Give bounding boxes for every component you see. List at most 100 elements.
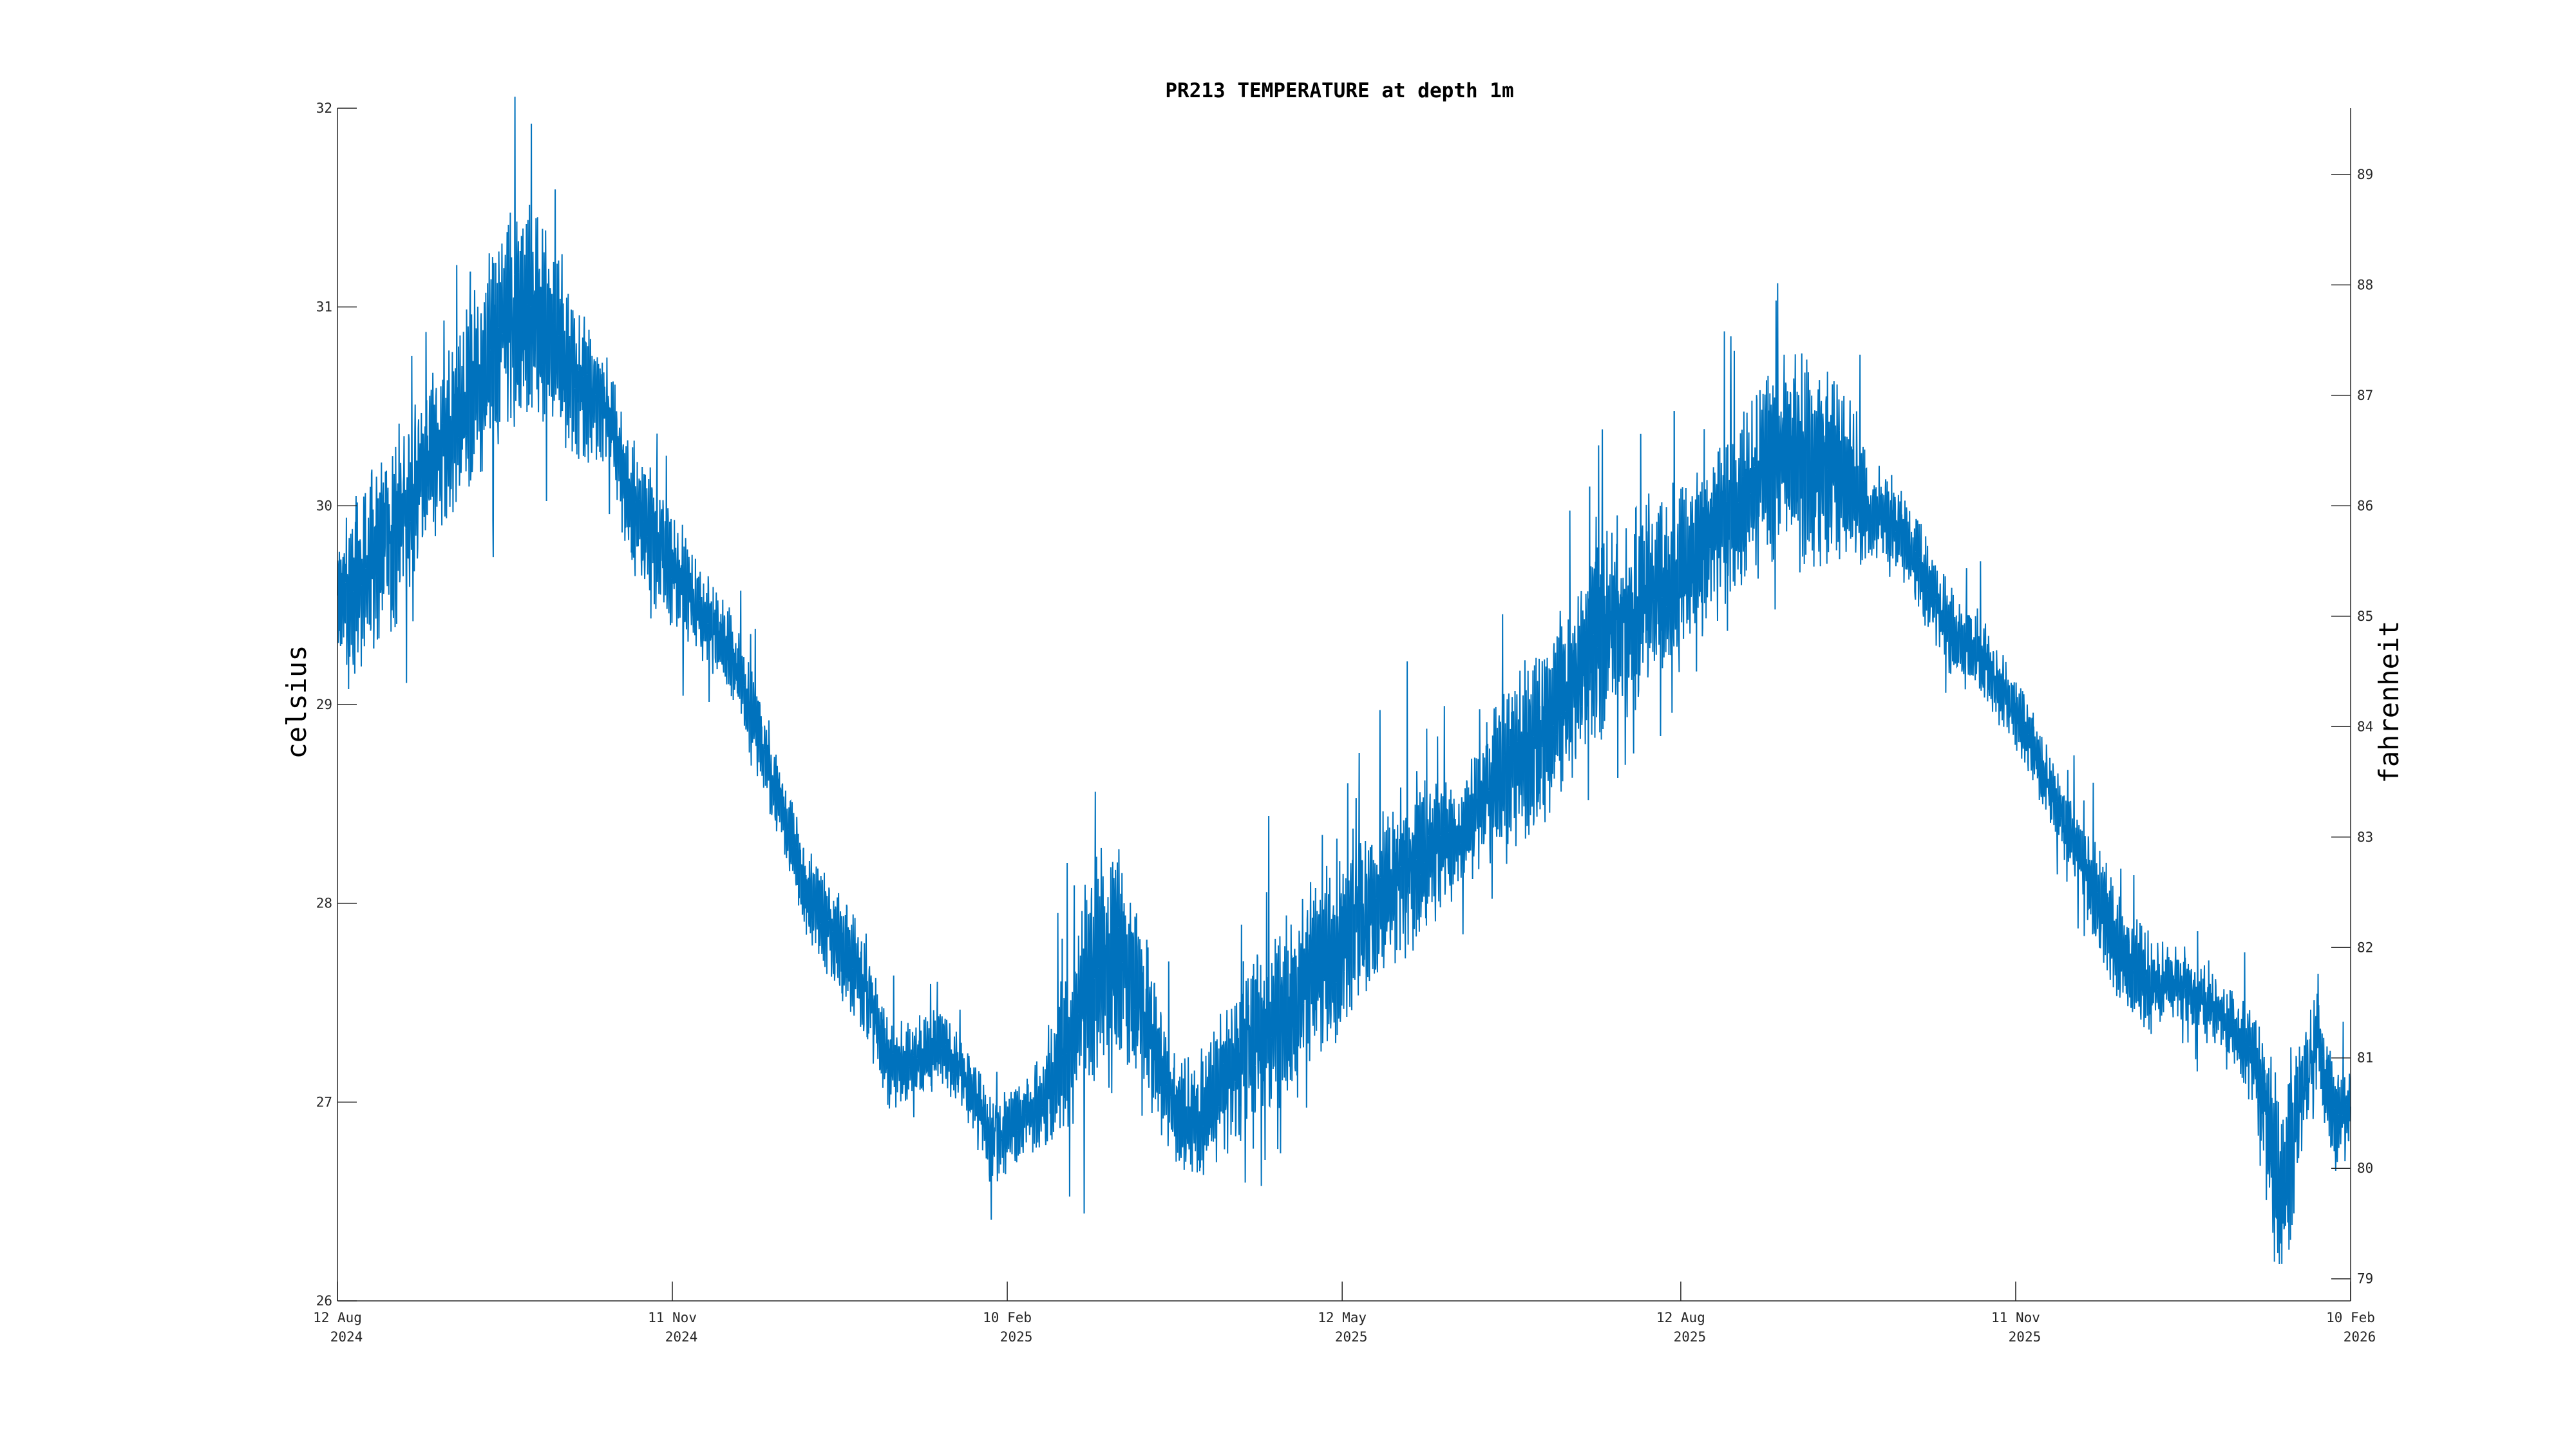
series-line-segment [679,524,685,696]
series-line-segment [1879,486,1884,554]
series-line-segment [1435,736,1441,907]
series-line-segment [659,500,665,595]
series-line-segment [538,229,544,384]
series-line-segment [1645,493,1651,677]
series-line-segment [949,1023,954,1097]
series-line-segment [1222,1010,1228,1150]
series-line-segment [417,412,423,506]
series-line-segment [1094,791,1099,1068]
series-line-segment [768,720,773,815]
series-line-segment [393,446,399,628]
series-line-segment [993,1072,999,1182]
series-line-segment [1472,757,1478,857]
series-line-segment [630,440,636,576]
series-line-segment [1130,931,1135,1056]
series-line-segment [638,466,645,576]
series-line-segment [1814,389,1820,552]
y-tick-label: 32 [316,100,332,116]
series-line-segment [1722,331,1727,604]
series-line-segment [779,783,785,833]
series-line-segment [643,474,649,580]
series-line-segment [558,254,564,417]
series-line-segment [409,355,415,621]
series-line-segment [1327,877,1333,1029]
series-line-segment [1665,507,1671,656]
series-line-segment [2084,836,2090,920]
series-line-segment [2140,925,2146,1028]
y-tick-label: 31 [316,299,332,315]
series-line-segment [2193,931,2199,1072]
series-line-segment [1943,576,1949,693]
series-line-segment [2204,960,2211,1043]
series-line-segment [876,994,882,1071]
series-line-segment [2104,862,2110,971]
series-line-segment [1460,797,1466,934]
series-line-segment [2338,1079,2344,1148]
series-line-segment [1190,1070,1196,1172]
series-line-segment [1866,495,1872,554]
series-line-segment [1218,1014,1224,1124]
series-line-segment [1577,591,1582,739]
series-line-segment [2052,763,2058,832]
series-line-segment [1882,479,1888,554]
series-line-segment [1609,533,1615,693]
series-line-segment [2306,1039,2311,1119]
series-line-segment [2209,974,2215,1037]
series-line-segment [1021,1093,1027,1153]
series-line-segment [1919,524,1925,617]
series-line-segment [2124,927,2130,1007]
series-line-segment [647,467,652,619]
y2-tick-label: 86 [2357,498,2373,513]
series-line-segment [977,1071,983,1151]
series-line-segment [784,790,790,858]
series-line-segment [2064,770,2070,882]
series-line-segment [361,493,366,647]
series-line-segment [1617,578,1623,778]
series-line-segment [816,868,822,954]
series-line-segment [353,495,359,674]
series-line-segment [1029,1092,1035,1153]
series-line-segment [1359,843,1365,967]
series-line-segment [2261,1043,2267,1151]
series-line-segment [469,271,475,481]
x-tick-label: 12 Aug [313,1310,362,1325]
series-line-segment [1907,511,1913,580]
series-line-segment [1214,1039,1220,1162]
series-line-segment [1508,697,1514,831]
series-line-segment [1589,486,1595,735]
series-line-segment [695,576,701,647]
series-line-segment [832,900,838,981]
series-line-segment [2241,952,2247,1084]
series-line-segment [509,257,516,427]
series-line-segment [598,363,604,462]
series-line-segment [1496,715,1502,837]
series-line-segment [2313,973,2319,1090]
series-line-segment [1871,485,1877,556]
series-line-segment [1396,824,1401,951]
series-line-segment [1367,844,1373,981]
series-line-segment [1596,445,1603,740]
series-line-segment [2164,947,2170,1001]
series-line-segment [1126,902,1132,1065]
series-line-segment [1226,1029,1232,1154]
series-line-segment [1818,380,1824,567]
series-line-segment [554,189,560,395]
series-line-segment [1238,924,1244,1141]
series-line-segment [1295,931,1301,1098]
series-line-segment [2201,965,2206,1034]
series-line-segment [719,600,725,673]
series-line-segment [369,469,375,649]
series-line-segment [1629,567,1635,754]
series-line-segment [2221,989,2227,1040]
series-line-segment [1826,372,1832,553]
series-line-segment [1017,1086,1023,1156]
series-line-segment [1069,885,1075,1124]
series-line-segment [2036,731,2041,800]
series-line-segment [985,1103,990,1182]
series-line-segment [687,556,693,642]
series-line-segment [1709,467,1716,601]
series-line-segment [2092,782,2098,936]
series-line-segment [1267,815,1273,1108]
y2-tick-label: 85 [2357,609,2373,624]
